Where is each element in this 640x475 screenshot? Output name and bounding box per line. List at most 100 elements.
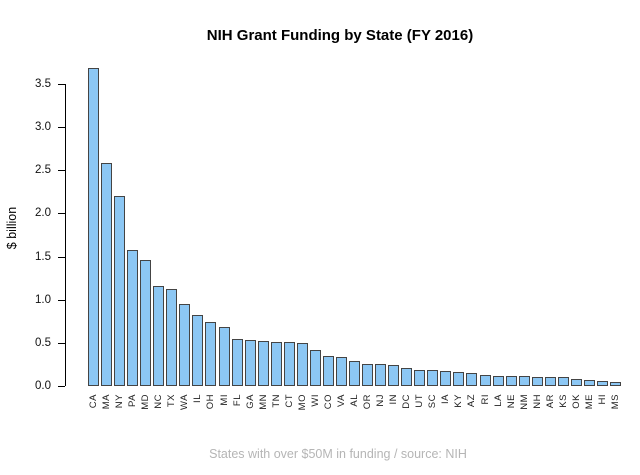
- x-tick-label-OR: OR: [362, 394, 374, 410]
- bar-NJ: [375, 364, 387, 386]
- x-tick-label-IN: IN: [388, 394, 400, 405]
- bar-IN: [388, 365, 400, 386]
- bar-IL: [192, 315, 204, 386]
- x-tick-label-MD: MD: [140, 394, 152, 410]
- x-tick-label-NH: NH: [531, 394, 543, 409]
- bar-AL: [349, 361, 360, 386]
- bar-NM: [518, 376, 530, 386]
- x-tick-label-NY: NY: [114, 394, 126, 409]
- x-tick-label-SC: SC: [427, 394, 439, 409]
- bar-RI: [479, 375, 491, 386]
- chart-title: NIH Grant Funding by State (FY 2016): [206, 27, 474, 44]
- x-tick-label-MO: MO: [296, 394, 308, 411]
- y-tick-label: 0.5: [35, 336, 51, 349]
- x-tick-label-NJ: NJ: [375, 394, 387, 407]
- bar-UT: [414, 370, 426, 386]
- y-tick-label: 0.0: [35, 380, 51, 392]
- x-tick-label-DC: DC: [401, 394, 413, 409]
- y-tick-label: 2.5: [35, 164, 51, 177]
- bar-NY: [114, 196, 126, 386]
- x-tick-label-WA: WA: [179, 394, 191, 410]
- x-tick-label-HI: HI: [596, 394, 608, 405]
- bar-CO: [322, 356, 334, 386]
- bar-LA: [492, 376, 504, 386]
- y-tick-label: 3.5: [35, 78, 51, 90]
- bar-VA: [335, 357, 347, 386]
- y-tick: [58, 170, 65, 172]
- bar-WI: [309, 350, 321, 386]
- x-tick-label-AR: AR: [544, 394, 556, 409]
- y-tick-label: 2.0: [35, 207, 51, 220]
- bar-NC: [153, 286, 165, 386]
- x-tick-label-VA: VA: [335, 394, 347, 407]
- x-tick-label-MS: MS: [610, 394, 621, 410]
- bar-WA: [179, 304, 191, 386]
- y-tick-label: 3.0: [35, 121, 51, 134]
- y-tick: [58, 84, 65, 85]
- bar-NH: [531, 377, 543, 386]
- bar-CA: [88, 68, 99, 386]
- x-tick-label-PA: PA: [127, 394, 139, 407]
- x-tick-label-TX: TX: [166, 394, 178, 408]
- x-tick-label-FL: FL: [231, 394, 243, 407]
- x-tick-label-NM: NM: [518, 394, 530, 410]
- x-tick-label-WI: WI: [309, 394, 321, 407]
- plot-area: 0.0 0.5 1.0 1.5 2.0 2.5 3.0 3.5 CA MA NY PA MD NC TX WA…: [35, 60, 631, 410]
- bar-DC: [401, 368, 413, 386]
- bar-TN: [270, 342, 282, 386]
- bar-KY: [453, 372, 465, 386]
- y-tick: [58, 342, 65, 344]
- x-tick-label-MN: MN: [257, 394, 269, 410]
- y-tick: [58, 386, 65, 387]
- y-tick: [58, 299, 65, 301]
- y-tick-label: 1.5: [35, 250, 51, 263]
- bar-FL: [231, 339, 243, 386]
- bar-GA: [244, 340, 256, 386]
- x-tick-label-LA: LA: [492, 394, 504, 407]
- bar-MN: [257, 341, 269, 386]
- bar-AZ: [466, 373, 478, 386]
- x-tick-label-CT: CT: [283, 394, 295, 408]
- bar-TX: [166, 289, 178, 386]
- x-tick-label-KY: KY: [453, 394, 465, 408]
- chart-caption: States with over $50M in funding / sourc…: [209, 447, 467, 461]
- bar-OK: [570, 379, 582, 386]
- bar-MI: [218, 327, 230, 386]
- bar-OH: [205, 322, 217, 386]
- x-tick-label-KS: KS: [557, 394, 569, 408]
- bar-MA: [101, 163, 113, 386]
- bar-ME: [583, 380, 595, 386]
- x-tick-label-AL: AL: [349, 394, 360, 407]
- x-tick-label-AZ: AZ: [466, 394, 478, 408]
- bar-HI: [596, 381, 608, 386]
- y-tick: [58, 213, 65, 215]
- x-tick-label-NE: NE: [505, 394, 517, 409]
- x-tick-label-IL: IL: [192, 394, 204, 403]
- x-tick-label-OK: OK: [570, 394, 582, 409]
- bar-MD: [140, 260, 152, 386]
- bar-OR: [362, 364, 374, 386]
- x-tick-label-UT: UT: [414, 394, 426, 408]
- y-axis-line: [65, 84, 66, 386]
- bar-SC: [427, 370, 439, 386]
- x-tick-label-OH: OH: [205, 394, 217, 410]
- bar-KS: [557, 377, 569, 386]
- bar-NE: [505, 376, 517, 386]
- y-tick: [58, 127, 65, 129]
- y-tick-label: 1.0: [35, 293, 51, 306]
- x-tick-label-CO: CO: [322, 394, 334, 410]
- x-tick-label-IA: IA: [440, 394, 452, 404]
- x-tick-label-TN: TN: [270, 394, 282, 408]
- bar-MO: [296, 343, 308, 386]
- x-tick-label-MI: MI: [218, 394, 230, 406]
- bar-CT: [283, 342, 295, 386]
- bar-IA: [440, 371, 452, 386]
- x-tick-label-NC: NC: [153, 394, 165, 409]
- bar-AR: [544, 377, 556, 386]
- bar-MS: [610, 382, 621, 386]
- x-tick-label-RI: RI: [479, 394, 491, 405]
- y-tick: [58, 256, 65, 258]
- x-tick-label-ME: ME: [583, 394, 595, 410]
- x-tick-label-MA: MA: [101, 394, 113, 410]
- bar-PA: [127, 250, 139, 386]
